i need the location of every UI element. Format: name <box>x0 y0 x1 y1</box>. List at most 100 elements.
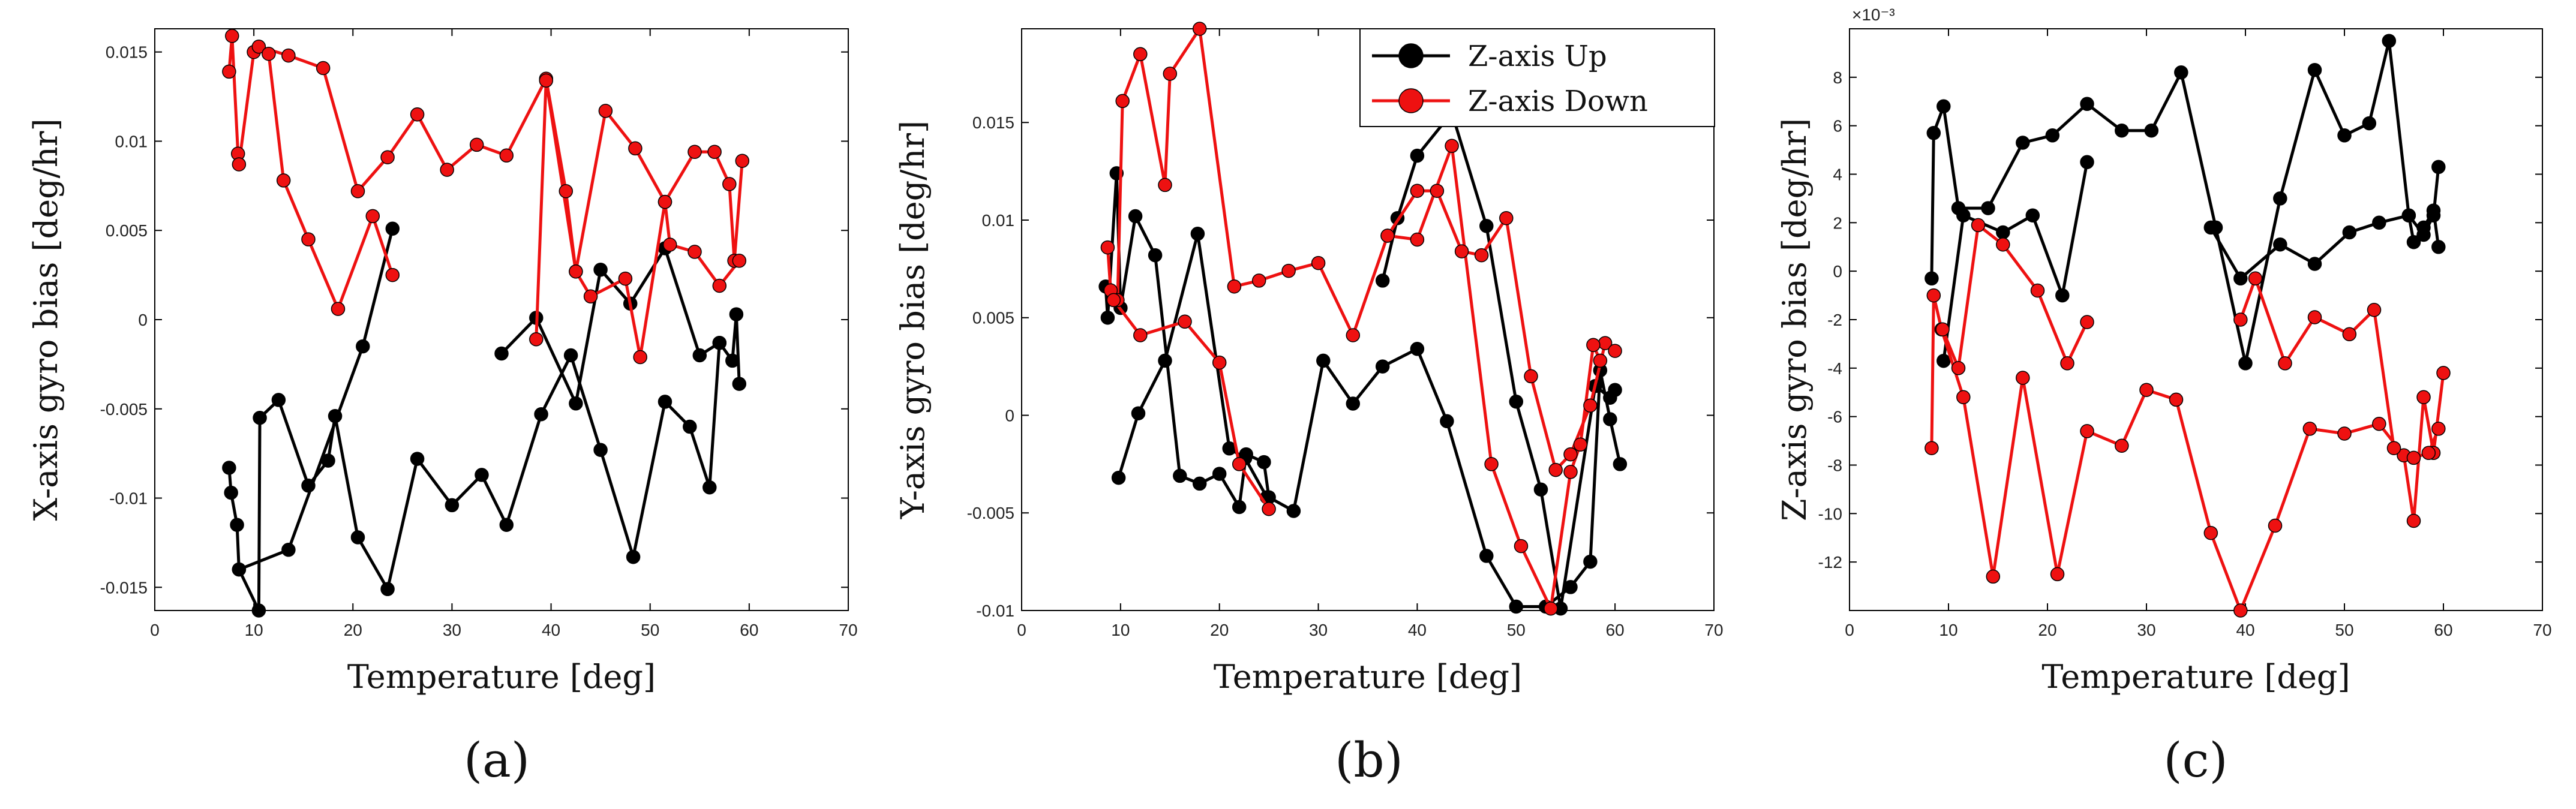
data-point <box>2273 237 2287 252</box>
data-point <box>356 339 370 354</box>
data-point <box>2382 34 2397 48</box>
data-point <box>1281 263 1296 278</box>
y-tick-label: 8 <box>1833 68 1842 87</box>
x-tick-label: 30 <box>1309 621 1328 639</box>
data-point <box>1586 338 1601 353</box>
x-axis-label: Temperature [deg] <box>1214 658 1522 696</box>
data-point <box>410 107 425 122</box>
x-tick-label: 20 <box>344 621 362 639</box>
data-point <box>2307 310 2322 324</box>
y-tick-label: 0.01 <box>115 132 148 151</box>
data-point <box>1544 601 1558 616</box>
x-tick-label: 30 <box>2137 621 2155 639</box>
x-tick-label: 70 <box>2533 621 2551 639</box>
y-tick-label: 0 <box>1005 406 1014 425</box>
data-point <box>2401 208 2416 222</box>
series-line <box>2239 276 2440 459</box>
data-point <box>350 184 365 199</box>
data-point <box>722 177 737 191</box>
data-point <box>1613 457 1628 471</box>
data-point <box>232 157 247 172</box>
data-point <box>1996 225 2010 240</box>
data-point <box>1926 126 1941 140</box>
data-point <box>225 29 239 43</box>
data-point <box>569 264 583 279</box>
data-point <box>1380 228 1395 243</box>
data-point <box>1192 476 1207 491</box>
data-point <box>2233 271 2248 286</box>
data-point <box>2307 257 2322 271</box>
data-point <box>692 348 707 363</box>
legend-entry-z-axis-up: Z-axis Up <box>1468 40 1607 73</box>
data-point <box>1935 322 1950 336</box>
data-point <box>1430 184 1445 198</box>
data-point <box>2080 315 2094 329</box>
data-point <box>1232 500 1247 515</box>
x-tick-label: 0 <box>150 621 160 639</box>
data-point <box>1936 99 1951 114</box>
chart-panel-b: 0 10 20 30 40 50 60 70 -0.01 -0.005 0 0.005 0.01 0.01… <box>894 22 1724 788</box>
data-point <box>1106 293 1121 308</box>
series-line <box>238 228 394 571</box>
data-point <box>1484 457 1499 471</box>
data-point <box>1608 344 1622 358</box>
data-point <box>2431 240 2446 254</box>
data-point <box>1262 501 1276 516</box>
series-line <box>1930 39 2440 365</box>
data-point <box>1971 218 1986 233</box>
series-line <box>1112 299 1271 510</box>
data-point <box>262 46 276 61</box>
data-point <box>1499 210 1514 225</box>
data-point <box>2367 303 2382 317</box>
data-point <box>251 40 266 54</box>
data-point <box>534 407 548 422</box>
data-point <box>687 145 702 160</box>
data-point <box>1956 208 1971 222</box>
data-point <box>2169 392 2184 407</box>
data-point <box>712 335 727 350</box>
data-point <box>2080 424 2094 438</box>
data-point <box>222 461 236 475</box>
x-axis-label: Temperature [deg] <box>347 658 656 696</box>
data-point <box>1375 273 1390 288</box>
legend-marker <box>1398 88 1424 113</box>
data-point <box>1548 462 1563 477</box>
x-tick-label: 0 <box>1017 621 1026 639</box>
y-tick-label: -4 <box>1827 359 1842 378</box>
data-point <box>499 518 514 532</box>
data-point <box>1316 353 1331 368</box>
data-point <box>1286 504 1301 518</box>
data-point <box>2203 220 2218 235</box>
data-point <box>1173 468 1187 483</box>
data-point <box>2337 426 2352 441</box>
x-tick-label: 70 <box>1704 621 1723 639</box>
legend-marker <box>1398 43 1424 68</box>
data-point <box>1158 353 1172 368</box>
data-point <box>1445 139 1459 154</box>
data-point <box>1346 328 1361 342</box>
x-tick-label: 40 <box>1408 621 1427 639</box>
data-point <box>1583 398 1598 413</box>
data-point <box>2115 438 2129 453</box>
data-point <box>1926 288 1941 303</box>
data-point <box>230 518 244 532</box>
data-point <box>628 141 643 156</box>
chart-panel-c: 0 10 20 30 40 50 60 70 -12 -10 -8 -6 -4 -2 0 2 4 6 8 ×10⁻³ T… <box>1776 5 2552 788</box>
data-point <box>469 137 484 152</box>
data-point <box>1375 359 1390 374</box>
data-point <box>385 221 400 236</box>
data-point <box>1133 47 1148 62</box>
data-point <box>251 603 266 618</box>
y-tick-label: 0.01 <box>982 211 1015 230</box>
data-point <box>1128 209 1143 224</box>
series-z-axis-down <box>222 29 750 365</box>
x-tick-label: 60 <box>1606 621 1625 639</box>
x-tick-label: 70 <box>839 621 857 639</box>
data-point <box>1410 342 1425 356</box>
series-line <box>1942 161 2089 362</box>
data-point <box>618 271 633 286</box>
y-axis-label: Z-axis gyro bias [deg/hr] <box>1776 118 1814 521</box>
data-point <box>1509 394 1524 409</box>
data-point <box>2342 225 2357 240</box>
data-point <box>2302 422 2317 436</box>
